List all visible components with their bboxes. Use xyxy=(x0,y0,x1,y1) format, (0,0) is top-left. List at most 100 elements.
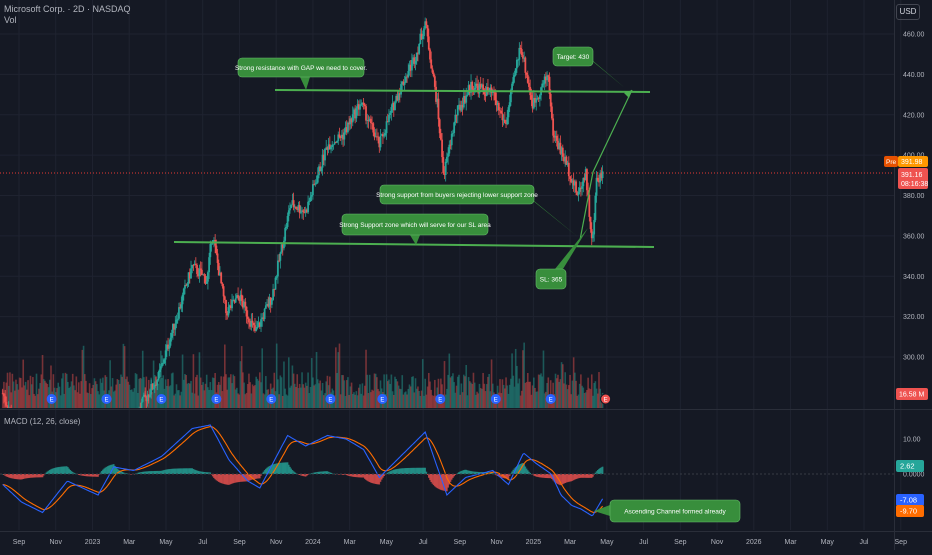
macd-histogram-bar xyxy=(300,474,302,476)
candle-body xyxy=(392,102,395,111)
resistance-note[interactable]: Strong resistance with GAP we need to co… xyxy=(235,57,367,90)
candle-body xyxy=(601,171,604,179)
volume-bar xyxy=(306,385,308,408)
earnings-marker[interactable] xyxy=(101,394,112,404)
resistance-line[interactable] xyxy=(274,89,651,93)
macd-histogram-bar xyxy=(46,471,49,474)
x-tick-label: 2024 xyxy=(305,539,321,546)
earnings-marker[interactable] xyxy=(325,394,336,404)
volume-bar xyxy=(93,378,96,408)
earnings-marker[interactable] xyxy=(545,394,556,404)
earnings-marker[interactable] xyxy=(46,394,57,404)
sl-note[interactable]: SL: 365 xyxy=(535,228,588,290)
candle-body xyxy=(375,136,378,138)
volume-bar xyxy=(236,387,238,408)
candle-body xyxy=(260,319,262,327)
price-tick-label: 460.00 xyxy=(903,32,925,39)
candle-body xyxy=(551,106,553,119)
volume-legend[interactable]: Vol xyxy=(4,15,17,25)
volume-bar xyxy=(558,381,560,408)
candle-body xyxy=(593,220,596,235)
macd-note[interactable]: Ascending Channel formed already xyxy=(594,499,741,523)
earnings-marker[interactable] xyxy=(211,394,222,404)
candle-body xyxy=(518,47,521,60)
resistance-note-tail xyxy=(300,77,310,90)
earnings-marker[interactable] xyxy=(377,394,388,404)
volume-bar xyxy=(90,394,92,408)
candle-body xyxy=(571,180,574,183)
macd-histogram-bar xyxy=(172,468,174,474)
macd-histogram-bar xyxy=(65,466,68,474)
volume-bar xyxy=(170,373,173,408)
candle-body xyxy=(351,114,354,123)
earnings-marker[interactable] xyxy=(600,393,612,405)
macd-histogram-bar xyxy=(228,474,231,485)
macd-histogram-bar xyxy=(17,474,20,480)
macd-histogram-bar xyxy=(414,467,417,474)
macd-histogram-bar xyxy=(444,474,447,492)
volume-bar xyxy=(370,392,372,408)
candle-body xyxy=(452,132,454,134)
candle-body xyxy=(141,396,144,402)
macd-histogram-bar xyxy=(116,468,119,474)
macd-histogram-bar xyxy=(578,474,581,478)
volume-bar xyxy=(372,390,375,408)
candle-body xyxy=(191,264,194,269)
candle-body xyxy=(153,384,156,388)
volume-bar xyxy=(38,388,40,408)
candle-body xyxy=(424,21,427,29)
volume-bar xyxy=(195,377,197,408)
volume-bar xyxy=(324,393,326,408)
candle-body xyxy=(462,95,465,108)
volume-bar xyxy=(355,391,358,408)
volume-bar xyxy=(140,378,143,408)
support-note[interactable]: Strong Support zone which will serve for… xyxy=(339,213,491,245)
candle-body xyxy=(283,240,285,249)
earnings-marker[interactable] xyxy=(156,394,167,404)
volume-bar xyxy=(484,391,487,408)
volume-bar xyxy=(13,390,16,408)
macd-histogram-bar xyxy=(326,471,329,474)
volume-bar xyxy=(571,380,574,408)
volume-bar xyxy=(275,343,278,408)
macd-histogram-bar xyxy=(88,474,91,477)
currency-button[interactable]: USD xyxy=(896,4,920,20)
buyers-note[interactable]: Strong support from buyers rejecting low… xyxy=(376,184,578,237)
macd-histogram-bar xyxy=(379,474,382,482)
volume-bar xyxy=(360,393,363,408)
target-note-text: Target: 430 xyxy=(557,54,590,61)
macd-histogram-bar xyxy=(411,467,413,474)
macd-histogram-bar xyxy=(354,474,356,478)
projection-arrow[interactable] xyxy=(579,89,633,241)
volume-bar xyxy=(99,378,102,408)
candle-body xyxy=(437,98,440,120)
candle-body xyxy=(476,83,478,86)
candle-body xyxy=(238,297,241,302)
candle-body xyxy=(286,215,289,227)
volume-bar xyxy=(76,392,79,408)
target-note[interactable]: Target: 430 xyxy=(552,46,625,88)
volume-bar xyxy=(64,372,67,408)
volume-bar xyxy=(336,373,338,408)
macd-histogram-bar xyxy=(555,474,558,484)
macd-histogram-bar xyxy=(187,468,190,474)
candle-body xyxy=(473,87,476,90)
volume-bar xyxy=(461,392,464,408)
earnings-marker[interactable] xyxy=(435,394,446,404)
earnings-marker[interactable] xyxy=(490,394,501,404)
symbol-title[interactable]: Microsoft Corp. · 2D · NASDAQ xyxy=(4,4,131,14)
candle-body xyxy=(549,93,552,107)
volume-bar xyxy=(192,354,195,408)
candle-body xyxy=(569,176,571,179)
candle-body xyxy=(557,140,559,149)
volume-bar xyxy=(179,395,181,408)
volume-bar xyxy=(475,394,477,408)
x-tick-label: 2026 xyxy=(746,539,762,546)
macd-histogram-bar xyxy=(104,467,107,474)
candle-body xyxy=(513,75,516,78)
earnings-marker[interactable] xyxy=(266,394,277,404)
candle-body xyxy=(355,108,358,119)
candle-body xyxy=(227,307,230,316)
volume-bar xyxy=(205,374,208,408)
macd-histogram-bar xyxy=(207,472,209,474)
